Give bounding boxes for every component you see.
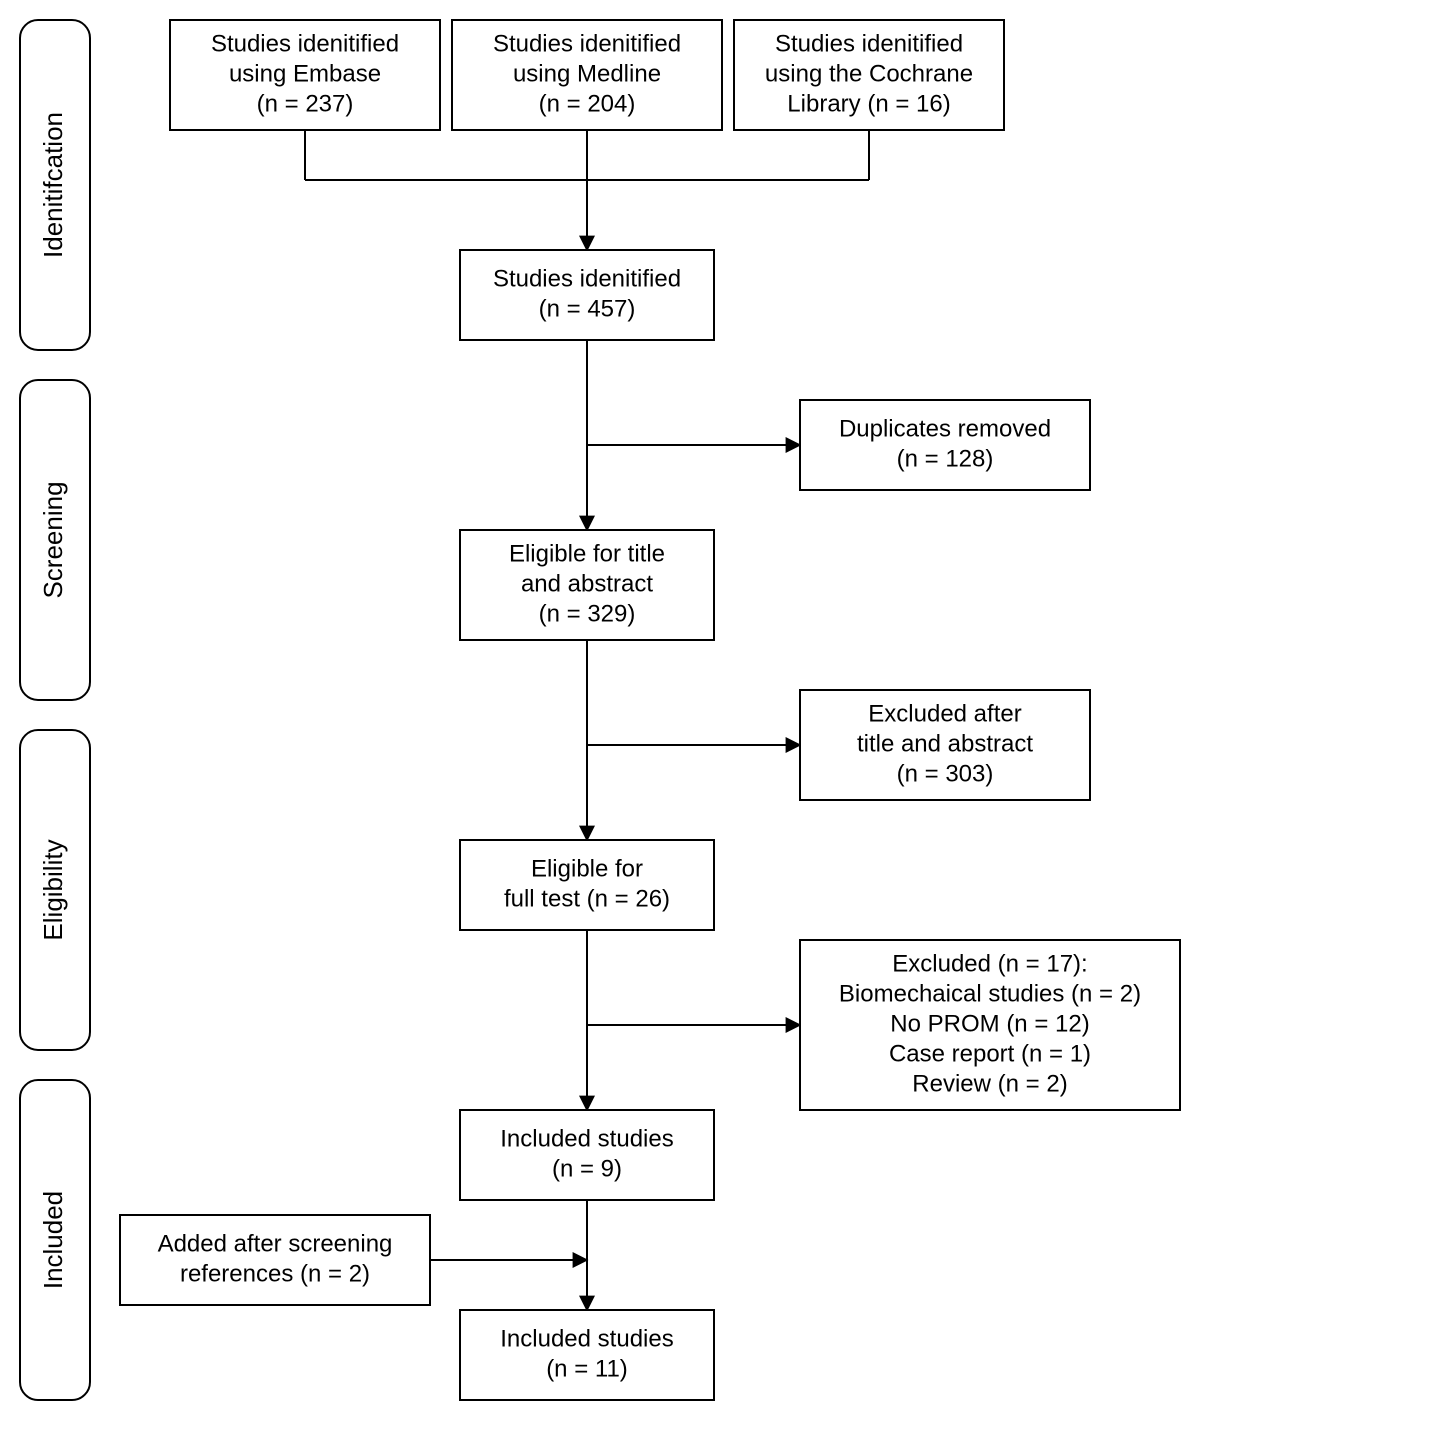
- box-excl_ft-line0: Excluded (n = 17):: [892, 950, 1087, 977]
- box-added_refs-line1: references (n = 2): [180, 1260, 370, 1287]
- box-identified-line0: Studies idenitified: [493, 265, 681, 292]
- stage-included-label: Included: [38, 1191, 68, 1289]
- box-dup_removed-line1: (n = 128): [897, 445, 994, 472]
- box-src_cochrane: Studies idenitified using the Cochrane Lib…: [734, 20, 1004, 130]
- stage-included: Included: [20, 1080, 90, 1400]
- box-src_embase-line0: Studies idenitified: [211, 30, 399, 57]
- box-included9: Included studies (n = 9): [460, 1110, 714, 1200]
- box-identified: Studies idenitified (n = 457): [460, 250, 714, 340]
- box-dup_removed-line0: Duplicates removed: [839, 415, 1051, 442]
- box-src_medline-line1: using Medline: [513, 60, 661, 87]
- box-added_refs: Added after screening references (n = 2): [120, 1215, 430, 1305]
- stage-eligibility: Eligibility: [20, 730, 90, 1050]
- box-included11-line1: (n = 11): [546, 1355, 628, 1382]
- box-eligible_ft: Eligible for full test (n = 26): [460, 840, 714, 930]
- stage-screening: Screening: [20, 380, 90, 700]
- box-eligible_ta-line2: (n = 329): [539, 600, 636, 627]
- box-src_medline-line2: (n = 204): [539, 90, 636, 117]
- box-eligible_ft-line1: full test (n = 26): [504, 885, 670, 912]
- box-excl_ta-line1: title and abstract: [857, 730, 1033, 757]
- box-eligible_ta: Eligible for title and abstract (n = 329): [460, 530, 714, 640]
- stage-eligibility-label: Eligibility: [38, 839, 68, 940]
- box-excl_ta-line2: (n = 303): [897, 760, 994, 787]
- stage-identification-label: Idenitifcation: [38, 112, 68, 258]
- box-src_medline-line0: Studies idenitified: [493, 30, 681, 57]
- box-added_refs-line0: Added after screening: [158, 1230, 393, 1257]
- box-excl_ft: Excluded (n = 17): Biomechaical studies (…: [800, 940, 1180, 1110]
- box-eligible_ta-line1: and abstract: [521, 570, 653, 597]
- box-excl_ft-line3: Case report (n = 1): [889, 1040, 1091, 1067]
- stage-identification: Idenitifcation: [20, 20, 90, 350]
- box-included11-line0: Included studies: [500, 1325, 673, 1352]
- box-eligible_ta-line0: Eligible for title: [509, 540, 665, 567]
- box-identified-line1: (n = 457): [539, 295, 636, 322]
- box-excl_ta: Excluded after title and abstract (n = 303…: [800, 690, 1090, 800]
- box-excl_ta-line0: Excluded after: [868, 700, 1021, 727]
- box-src_medline: Studies idenitified using Medline (n = 204…: [452, 20, 722, 130]
- box-included11: Included studies (n = 11): [460, 1310, 714, 1400]
- box-eligible_ft-line0: Eligible for: [531, 855, 643, 882]
- box-included9-line0: Included studies: [500, 1125, 673, 1152]
- box-excl_ft-line2: No PROM (n = 12): [890, 1010, 1089, 1037]
- box-excl_ft-line4: Review (n = 2): [912, 1070, 1067, 1097]
- box-included9-line1: (n = 9): [552, 1155, 622, 1182]
- box-dup_removed: Duplicates removed (n = 128): [800, 400, 1090, 490]
- box-src_cochrane-line1: using the Cochrane: [765, 60, 973, 87]
- box-src_embase-line2: (n = 237): [257, 90, 354, 117]
- box-excl_ft-line1: Biomechaical studies (n = 2): [839, 980, 1141, 1007]
- box-src_embase: Studies idenitified using Embase (n = 237): [170, 20, 440, 130]
- prisma-flowchart: Idenitifcation Screening Eligibility Includ…: [0, 0, 1441, 1430]
- box-src_cochrane-line0: Studies idenitified: [775, 30, 963, 57]
- box-src_cochrane-line2: Library (n = 16): [787, 90, 950, 117]
- box-src_embase-line1: using Embase: [229, 60, 381, 87]
- stage-screening-label: Screening: [38, 481, 68, 598]
